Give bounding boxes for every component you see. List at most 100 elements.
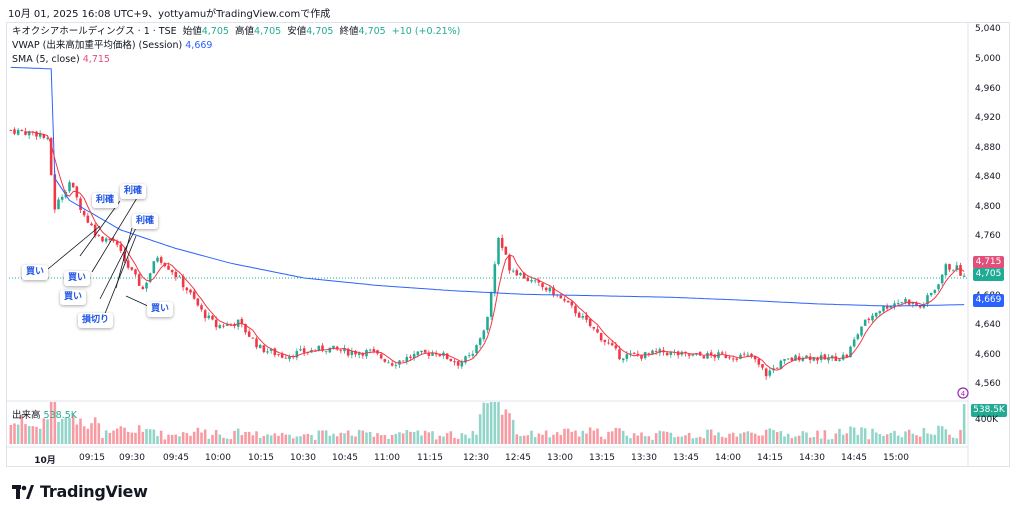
candle-body bbox=[335, 346, 339, 350]
candle-body bbox=[849, 346, 852, 358]
price-tick: 5,000 bbox=[975, 53, 1001, 64]
candle-body bbox=[581, 315, 585, 318]
volume-price-label: 538.5K bbox=[971, 404, 1007, 417]
candle-body bbox=[174, 271, 178, 278]
volume-bar bbox=[889, 432, 893, 444]
vwap-legend[interactable]: VWAP (出来高加重平均価格) (Session) 4,669 bbox=[12, 40, 213, 51]
volume-bar bbox=[350, 435, 354, 444]
time-tick: 10:45 bbox=[332, 453, 358, 463]
volume-bar bbox=[16, 424, 20, 444]
volume-bar bbox=[313, 439, 317, 444]
volume-bar bbox=[863, 428, 867, 444]
candle-body bbox=[706, 353, 709, 359]
volume-bar bbox=[269, 435, 273, 444]
annotation-callout bbox=[103, 235, 137, 317]
candle-body bbox=[882, 305, 885, 312]
volume-bar bbox=[60, 418, 64, 444]
volume-bar bbox=[735, 436, 739, 444]
candle-body bbox=[453, 361, 456, 363]
volume-bar bbox=[698, 436, 702, 444]
volume-bar bbox=[907, 429, 911, 444]
alert-icon bbox=[957, 387, 969, 399]
tradingview-logo[interactable]: TradingView bbox=[12, 482, 148, 501]
volume-bar bbox=[163, 439, 167, 444]
volume-bar bbox=[405, 430, 409, 444]
volume-bar bbox=[918, 436, 922, 444]
candle-body bbox=[236, 319, 240, 327]
volume-bar bbox=[27, 426, 31, 444]
volume-bar bbox=[49, 402, 53, 444]
time-tick: 14:00 bbox=[715, 453, 741, 463]
candle-body bbox=[731, 358, 735, 360]
candle-body bbox=[269, 349, 273, 351]
candle-body bbox=[548, 287, 552, 292]
candle-body bbox=[702, 356, 706, 359]
volume-bar bbox=[302, 434, 306, 444]
candle-body bbox=[563, 299, 566, 301]
candle-body bbox=[456, 361, 460, 366]
volume-bar bbox=[632, 433, 636, 444]
volume-bar bbox=[420, 435, 423, 444]
candle-body bbox=[284, 357, 288, 359]
volume-bar bbox=[346, 430, 350, 444]
volume-bar bbox=[482, 402, 486, 444]
candle-body bbox=[350, 351, 354, 355]
symbol-name[interactable]: キオクシアホールディングス · 1 · TSE bbox=[12, 26, 177, 37]
candle-body bbox=[955, 265, 959, 270]
volume-bar bbox=[372, 436, 376, 444]
volume-bar bbox=[196, 427, 200, 444]
candle-body bbox=[493, 264, 497, 294]
time-tick: 13:30 bbox=[631, 453, 657, 463]
volume-bar bbox=[955, 438, 959, 444]
volume-bar bbox=[38, 428, 42, 444]
candle-body bbox=[394, 364, 398, 366]
candle-body bbox=[559, 295, 563, 299]
volume-bar bbox=[306, 433, 310, 444]
candle-body bbox=[588, 318, 592, 327]
volume-bar bbox=[651, 439, 654, 444]
time-tick: 15:00 bbox=[883, 453, 909, 463]
volume-bar bbox=[126, 431, 130, 444]
volume-bar bbox=[229, 439, 233, 444]
candle-body bbox=[244, 323, 247, 333]
volume-bar bbox=[134, 432, 137, 444]
candle-body bbox=[324, 351, 328, 353]
volume-bar bbox=[178, 436, 181, 444]
candle-body bbox=[475, 345, 478, 353]
candle-body bbox=[170, 270, 174, 273]
candle-body bbox=[126, 260, 130, 268]
volume-bar bbox=[585, 433, 588, 444]
candle-body bbox=[467, 355, 471, 357]
time-tick: 14:30 bbox=[799, 453, 825, 463]
volume-bar bbox=[643, 436, 647, 444]
volume-bar bbox=[867, 439, 871, 444]
candle-body bbox=[79, 198, 82, 210]
volume-bar bbox=[456, 438, 460, 444]
volume-bar bbox=[200, 432, 203, 444]
volume-bar bbox=[559, 434, 563, 444]
candle-body bbox=[112, 239, 115, 242]
candle-body bbox=[790, 357, 794, 361]
volume-bar bbox=[112, 430, 115, 444]
volume-bar bbox=[596, 428, 599, 444]
volume-bar bbox=[526, 435, 530, 444]
candle-body bbox=[346, 348, 350, 356]
volume-legend[interactable]: 出来高 538.5K bbox=[12, 410, 77, 421]
candle-body bbox=[904, 298, 907, 303]
candle-body bbox=[130, 267, 134, 270]
volume-bar bbox=[856, 434, 860, 444]
candle-body bbox=[200, 305, 203, 310]
volume-bar bbox=[706, 429, 709, 444]
candle-body bbox=[20, 129, 24, 132]
volume-bar bbox=[148, 429, 152, 444]
candle-body bbox=[119, 244, 123, 251]
sma-legend[interactable]: SMA (5, close) 4,715 bbox=[12, 54, 110, 65]
time-tick: 09:15 bbox=[79, 453, 105, 463]
candle-body bbox=[937, 284, 940, 290]
volume-bar bbox=[684, 435, 687, 444]
candle-body bbox=[449, 358, 453, 362]
volume-bar bbox=[555, 432, 559, 444]
candle-body bbox=[247, 331, 251, 337]
candle-body bbox=[343, 348, 346, 352]
